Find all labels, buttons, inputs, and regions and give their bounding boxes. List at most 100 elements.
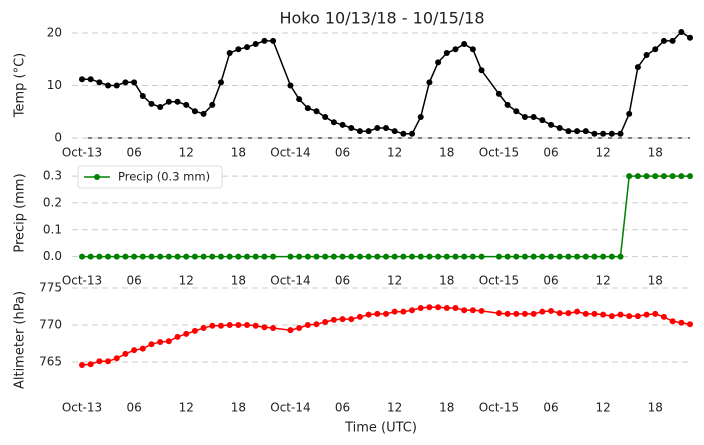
x-tick-label: 12 [179, 401, 194, 415]
data-point [504, 253, 511, 260]
data-point [409, 130, 416, 137]
x-tick-label: Oct-14 [270, 274, 310, 288]
data-point [478, 67, 485, 74]
data-point [174, 333, 181, 340]
data-point [105, 253, 112, 260]
data-point [296, 96, 303, 103]
data-point [452, 304, 459, 311]
data-point [322, 319, 329, 326]
chart-title: Hoko 10/13/18 - 10/15/18 [279, 9, 484, 28]
data-point [383, 310, 389, 317]
y-tick-label: 0.1 [43, 222, 62, 236]
data-point [539, 117, 546, 124]
data-point [304, 253, 311, 260]
x-tick-label: 12 [596, 146, 611, 160]
data-point [504, 310, 511, 317]
data-point [608, 253, 615, 260]
data-point [296, 324, 303, 331]
x-tick-label: 06 [126, 274, 141, 288]
data-point [304, 105, 311, 112]
data-point [634, 313, 641, 320]
x-tick-label: 18 [231, 274, 246, 288]
data-point [139, 93, 146, 99]
data-point [96, 79, 103, 86]
data-point [348, 316, 355, 323]
data-point [426, 304, 433, 311]
data-point [174, 98, 181, 105]
data-point [539, 308, 546, 315]
data-point [548, 253, 555, 260]
y-tick-label: 0 [54, 131, 62, 145]
x-tick-label: 18 [648, 401, 663, 415]
data-point [504, 101, 511, 108]
data-point [244, 44, 251, 51]
data-point [79, 253, 85, 260]
data-point [626, 110, 633, 117]
data-point [139, 345, 146, 352]
data-point [348, 125, 355, 132]
data-point [678, 319, 685, 326]
data-point [574, 128, 581, 135]
y-tick-label: 0.3 [43, 169, 62, 183]
data-point [678, 28, 685, 35]
data-point [461, 253, 468, 260]
data-point [304, 322, 311, 328]
data-point [356, 313, 363, 320]
data-point [261, 324, 268, 331]
data-point [591, 130, 598, 137]
x-tick-label: Oct-15 [479, 274, 519, 288]
x-tick-label: 12 [179, 146, 194, 160]
data-point [435, 253, 442, 260]
data-point [217, 322, 224, 329]
data-point [131, 253, 138, 260]
data-point [600, 130, 607, 137]
x-tick-label: Oct-13 [62, 146, 102, 160]
data-point [374, 310, 381, 317]
data-point [183, 330, 190, 337]
data-point [113, 253, 120, 260]
data-point [521, 253, 528, 260]
data-point [452, 253, 459, 260]
x-tick-label: Oct-15 [479, 401, 519, 415]
data-point [79, 76, 85, 83]
data-point [330, 119, 337, 126]
data-point [183, 253, 190, 260]
data-point [252, 41, 259, 48]
data-point [217, 253, 224, 260]
data-point [452, 46, 459, 53]
data-point [626, 173, 633, 180]
data-point [687, 173, 693, 180]
x-tick-label: 18 [439, 401, 454, 415]
data-point [96, 253, 103, 260]
data-point [669, 173, 676, 180]
x-tick-label: 06 [335, 274, 350, 288]
data-point [600, 311, 607, 318]
y-axis-label: Precip (mm) [13, 173, 28, 252]
data-point [339, 253, 346, 260]
data-point [105, 82, 112, 89]
x-tick-label: 12 [387, 401, 402, 415]
data-point [417, 253, 424, 260]
x-tick-label: 06 [543, 274, 558, 288]
x-tick-label: 12 [596, 274, 611, 288]
data-point [252, 322, 259, 329]
data-point [591, 253, 598, 260]
data-point [191, 253, 198, 260]
data-point [660, 173, 667, 180]
data-point [478, 307, 485, 314]
y-tick-label: 0.0 [43, 249, 62, 263]
data-point [235, 46, 242, 53]
data-point [322, 253, 329, 260]
data-point [417, 114, 424, 120]
data-point [157, 253, 164, 260]
data-point [548, 121, 555, 128]
data-point [374, 253, 381, 260]
data-point [235, 322, 242, 328]
data-point [565, 253, 572, 260]
data-point [270, 253, 277, 260]
data-point [687, 34, 693, 41]
data-point [122, 350, 129, 357]
data-point [443, 49, 450, 56]
data-point [539, 253, 546, 260]
